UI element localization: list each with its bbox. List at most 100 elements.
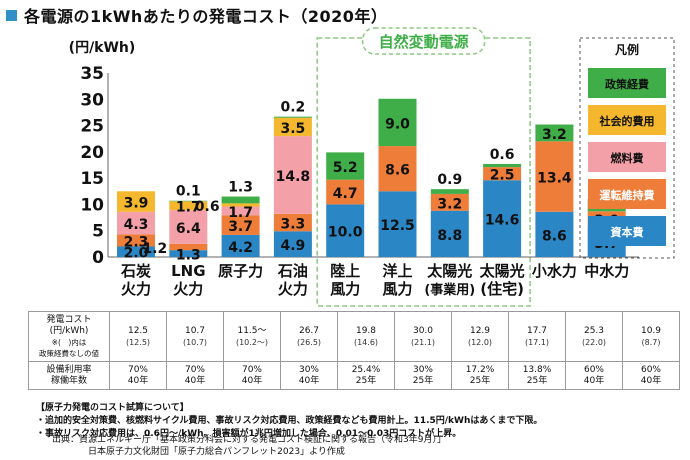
y-tick-label: 25 [80, 117, 104, 137]
x-category-label: (住宅) [480, 280, 524, 298]
bar-value-label: 3.7 [228, 219, 253, 235]
y-tick-label: 20 [80, 143, 104, 163]
x-category-label: 火力 [121, 280, 151, 298]
bar-value-label: 1.3 [228, 180, 253, 196]
bar-value-label: 1.7 [228, 205, 253, 221]
bar-value-label: 5.2 [333, 160, 358, 176]
cost-table: 発電コスト (円/kWh) ※( )内は 政策経費なしの値 12.5 (12.5)… [28, 311, 680, 390]
renewable-group-label: 自然変動電源 [379, 33, 469, 51]
x-category-label: 火力 [278, 280, 308, 298]
bar-fuel [117, 211, 155, 235]
x-category-label: 中水力 [584, 262, 629, 280]
cost-cell-mid-hydro: 10.9 (8.7) [622, 311, 680, 362]
bar-policy [430, 189, 469, 194]
bar-operation [273, 213, 312, 232]
bar-value-label: 0.2 [280, 100, 305, 116]
bar-value-label: 0.6 [195, 199, 220, 215]
bar-value-label: 2.0 [124, 246, 149, 262]
source-citation: 出典：資源エネルギー庁「基本政策分科会に対する発電コスト検証に関する報告（令和3… [52, 434, 446, 458]
bar-capital [430, 210, 469, 257]
y-tick-label: 10 [80, 195, 104, 215]
bar-policy [535, 124, 574, 142]
bar-value-label: 3.2 [542, 127, 567, 143]
bar-value-label: 4.2 [228, 240, 253, 256]
cost-cell-onshore-wind: 19.8 (14.6) [337, 311, 395, 362]
bar-value-label: 2.5 [490, 168, 515, 184]
cost-cell-coal: 12.5 (12.5) [109, 311, 167, 362]
bar-capital [535, 211, 574, 257]
bar-capital [326, 204, 365, 257]
bar-value-label: 1.7 [176, 200, 201, 216]
bar-value-label: 12.5 [380, 218, 415, 234]
bar-operation [378, 146, 417, 192]
bar-social [169, 201, 208, 211]
legend-swatch-fuel [588, 142, 666, 172]
cost-cell-lng: 10.7 (10.7) [166, 311, 224, 362]
cost-cell-solar-home: 17.7 (17.1) [508, 311, 566, 362]
y-tick-label: 15 [80, 169, 104, 189]
legend-label-fuel: 燃料費 [610, 151, 644, 165]
x-category-label: 風力 [382, 280, 412, 298]
bar-operation [535, 141, 574, 212]
util-cell: 60% 40年 [622, 361, 680, 390]
util-cell: 30% 25年 [394, 361, 452, 390]
bar-policy [169, 200, 208, 202]
source-line-1: 出典：資源エネルギー庁「基本政策分科会に対する発電コスト検証に関する報告（令和3… [52, 435, 446, 445]
cost-cell-offshore-wind: 30.0 (21.1) [394, 311, 452, 362]
bar-policy [221, 196, 260, 204]
bar-operation [169, 243, 208, 251]
bar-operation [221, 215, 260, 235]
x-category-label: 風力 [330, 280, 360, 298]
cost-cell-small-hydro: 25.3 (22.0) [565, 311, 623, 362]
util-cell: 30% 40年 [280, 361, 338, 390]
x-category-label: 太陽光 [427, 262, 472, 280]
bar-policy [273, 116, 312, 118]
x-category-label: LNG [171, 262, 205, 280]
bar-value-label: 4.9 [280, 238, 305, 254]
bar-value-label: 0.6 [490, 147, 515, 163]
util-cell: 70% 40年 [166, 361, 224, 390]
bar-capital [483, 180, 522, 257]
x-category-label: (事業用) [424, 282, 475, 298]
nuclear-cost-notes: 【原子力発電のコスト試算について】 ・追加的安全対策費、核燃料サイクル費用、事故… [36, 402, 542, 441]
title-square-icon [6, 9, 17, 21]
bar-capital [221, 234, 260, 257]
chart-title-row: 各電源の1kWhあたりの発電コスト（2020年） [6, 4, 387, 26]
bar-value-label: 1.2 [142, 241, 167, 257]
bar-policy [483, 163, 522, 168]
cost-cell-solar-business: 12.9 (12.0) [451, 311, 509, 362]
bar-value-label: 13.4 [537, 171, 572, 187]
legend-label-capital: 資本費 [611, 225, 644, 239]
bar-policy [326, 152, 365, 180]
chart-title: 各電源の1kWhあたりの発電コスト（2020年） [24, 7, 388, 26]
y-tick-label: 35 [80, 64, 104, 84]
legend-label-policy: 政策経費 [605, 77, 649, 91]
legend-swatch-social [588, 105, 666, 135]
bar-value-label: 8.6 [542, 228, 567, 244]
bar-operation [326, 179, 365, 205]
cost-cell-nuclear: 11.5～ (10.2～) [223, 311, 281, 362]
y-tick-label: 5 [92, 222, 104, 242]
bar-social [221, 203, 260, 207]
x-category-label: 太陽光 [480, 262, 525, 280]
util-cell: 60% 40年 [565, 361, 623, 390]
notes-line-2: ・事故リスク対応費用は、0.6円～/kWh。損害額が1兆円増加した場合、0.01… [36, 429, 462, 439]
bar-value-label: 3.2 [437, 196, 462, 212]
bar-fuel [221, 206, 260, 216]
bar-value-label: 14.8 [276, 169, 311, 185]
cost-row: 発電コスト (円/kWh) ※( )内は 政策経費なしの値 12.5 (12.5)… [28, 311, 680, 362]
bar-operation [483, 167, 522, 181]
x-category-label: 火力 [173, 280, 203, 298]
bar-operation [430, 193, 469, 211]
renewable-group-label-box [361, 27, 486, 55]
legend-swatch-policy [588, 68, 666, 98]
bar-social [273, 117, 312, 137]
bar-capital [273, 231, 312, 257]
cost-row-header: 発電コスト (円/kWh) ※( )内は 政策経費なしの値 [28, 311, 110, 362]
x-category-label: 石炭 [120, 262, 151, 280]
legend-swatch-operation [588, 179, 666, 209]
bar-value-label: 6.4 [176, 221, 201, 237]
legend-title: 凡例 [615, 42, 639, 57]
bar-social [117, 191, 155, 212]
legend-label-operation: 運転維持費 [600, 188, 655, 202]
